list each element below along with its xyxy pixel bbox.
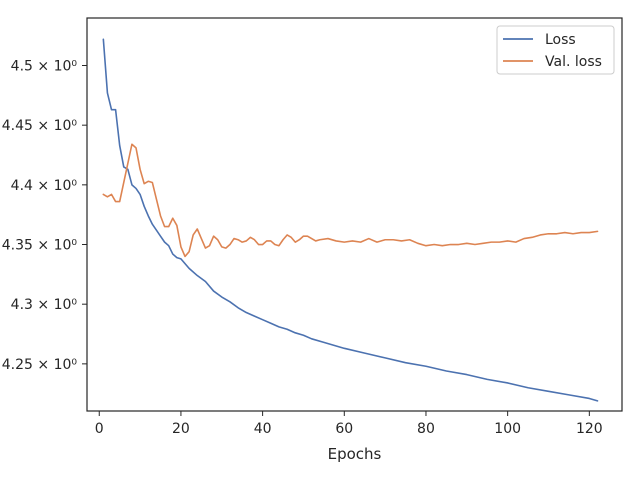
x-axis-title: Epochs xyxy=(328,445,382,463)
x-tick-label: 120 xyxy=(576,421,603,437)
y-axis: 4.25 × 10⁰ 4.3 × 10⁰ 4.35 × 10⁰ 4.4 × 10⁰ 4.… xyxy=(2,58,87,373)
series-line-0 xyxy=(102,38,599,402)
plot-frame xyxy=(86,17,623,412)
y-tick-label: 4.25 × 10⁰ xyxy=(2,357,78,373)
y-tick-label: 4.3 × 10⁰ xyxy=(11,297,78,313)
legend: Loss Val. loss xyxy=(496,25,615,75)
x-axis: 0 20 40 60 80 100 120 xyxy=(95,411,603,437)
legend-label-0: Loss xyxy=(545,32,576,48)
y-tick-label: 4.4 × 10⁰ xyxy=(11,178,78,194)
x-tick-label: 100 xyxy=(494,421,521,437)
y-tick-label: 4.5 × 10⁰ xyxy=(11,58,78,74)
x-tick-label: 0 xyxy=(95,421,104,437)
x-tick-label: 20 xyxy=(172,421,190,437)
y-tick-label: 4.45 × 10⁰ xyxy=(2,118,78,134)
x-tick-label: 40 xyxy=(254,421,272,437)
series-line-1 xyxy=(102,143,599,258)
legend-label-1: Val. loss xyxy=(545,54,602,70)
y-tick-label: 4.35 × 10⁰ xyxy=(2,238,78,254)
series-layer xyxy=(102,38,599,402)
x-tick-label: 60 xyxy=(335,421,353,437)
legend-box xyxy=(496,25,615,75)
x-tick-label: 80 xyxy=(417,421,435,437)
